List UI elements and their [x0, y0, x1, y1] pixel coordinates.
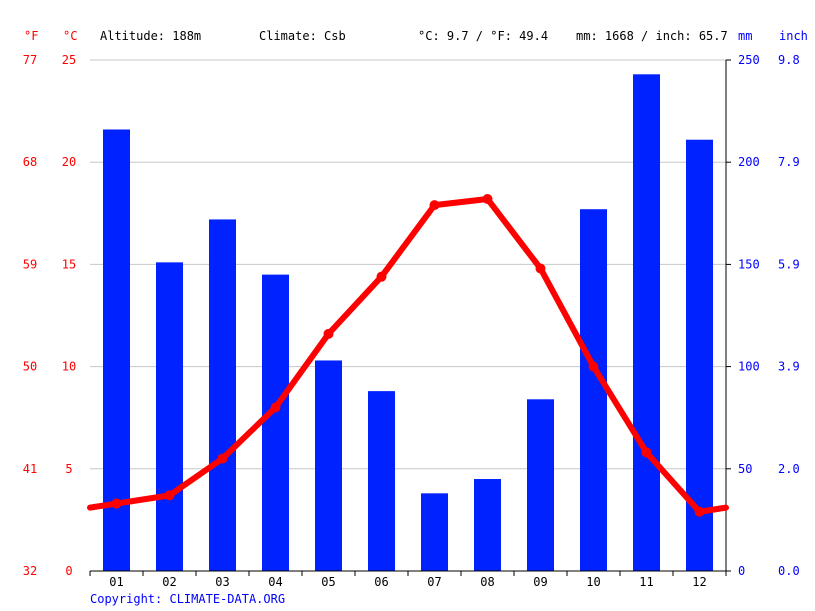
- temperature-point: [323, 328, 334, 339]
- temperature-point: [429, 200, 440, 211]
- mm-tick-label: 150: [738, 257, 760, 271]
- month-label: 03: [215, 575, 229, 589]
- precipitation-bar: [580, 209, 607, 571]
- precipitation-bars: [103, 74, 713, 572]
- temperature-point: [164, 490, 175, 501]
- inch-unit-label: inch: [779, 29, 808, 43]
- precipitation-bar: [686, 139, 713, 571]
- mm-tick-label: 100: [738, 360, 760, 374]
- mm-tick-label: 0: [738, 564, 745, 578]
- month-label: 07: [427, 575, 441, 589]
- temperature-point: [694, 506, 705, 517]
- precipitation-bar: [315, 360, 342, 571]
- inch-tick-label: 2.0: [778, 462, 800, 476]
- precipitation-bar: [474, 479, 501, 571]
- copyright-label: Copyright: CLIMATE-DATA.ORG: [90, 592, 285, 606]
- precipitation-total-label: mm: 1668 / inch: 65.7: [576, 29, 728, 43]
- month-label: 01: [109, 575, 123, 589]
- temperature-line: [87, 193, 729, 517]
- fahrenheit-tick-label: 32: [23, 564, 37, 578]
- precipitation-bar: [262, 274, 289, 571]
- precipitation-bar: [421, 493, 448, 571]
- month-label: 09: [533, 575, 547, 589]
- month-label: 12: [692, 575, 706, 589]
- precipitation-bar: [156, 262, 183, 571]
- precipitation-bar: [527, 399, 554, 571]
- month-label: 04: [268, 575, 282, 589]
- gridlines: [90, 59, 726, 470]
- precipitation-bar: [209, 219, 236, 571]
- temperature-point: [217, 453, 228, 464]
- inch-tick-label: 0.0: [778, 564, 800, 578]
- celsius-tick-label: 20: [62, 155, 76, 169]
- mm-tick-label: 200: [738, 155, 760, 169]
- altitude-label: Altitude: 188m: [100, 29, 201, 43]
- celsius-unit-label: °C: [63, 29, 77, 43]
- inch-tick-label: 5.9: [778, 257, 800, 271]
- mm-tick-label: 250: [738, 53, 760, 67]
- fahrenheit-tick-label: 41: [23, 462, 37, 476]
- temperature-point: [535, 263, 546, 274]
- month-label: 10: [586, 575, 600, 589]
- month-label: 06: [374, 575, 388, 589]
- fahrenheit-tick-label: 68: [23, 155, 37, 169]
- celsius-tick-label: 10: [62, 360, 76, 374]
- fahrenheit-tick-label: 59: [23, 257, 37, 271]
- celsius-tick-label: 5: [65, 462, 72, 476]
- fahrenheit-unit-label: °F: [24, 29, 38, 43]
- month-label: 08: [480, 575, 494, 589]
- average-temperature-label: °C: 9.7 / °F: 49.4: [418, 29, 548, 43]
- temperature-point: [270, 402, 281, 413]
- temperature-point: [588, 361, 599, 372]
- fahrenheit-tick-label: 50: [23, 360, 37, 374]
- celsius-tick-label: 25: [62, 53, 76, 67]
- inch-tick-label: 7.9: [778, 155, 800, 169]
- celsius-tick-label: 0: [65, 564, 72, 578]
- temperature-point: [641, 447, 652, 458]
- month-label: 11: [639, 575, 653, 589]
- tick-labels: 32 0 0 0.0 41 5 50 2.0 50 10 100 3.9 59 15 150 5.9 68 20 2…: [23, 53, 800, 589]
- temperature-line-path: [87, 195, 729, 515]
- inch-tick-label: 9.8: [778, 53, 800, 67]
- fahrenheit-tick-label: 77: [23, 53, 37, 67]
- precipitation-bar: [368, 391, 395, 571]
- mm-unit-label: mm: [738, 29, 752, 43]
- inch-tick-label: 3.9: [778, 360, 800, 374]
- temperature-point: [482, 193, 493, 204]
- precipitation-bar: [633, 74, 660, 572]
- precipitation-bar: [103, 129, 130, 571]
- temperature-point: [111, 498, 122, 509]
- month-label: 02: [162, 575, 176, 589]
- mm-tick-label: 50: [738, 462, 752, 476]
- climate-label: Climate: Csb: [259, 29, 346, 43]
- axes: [89, 59, 731, 576]
- celsius-tick-label: 15: [62, 257, 76, 271]
- month-label: 05: [321, 575, 335, 589]
- temperature-point: [376, 271, 387, 282]
